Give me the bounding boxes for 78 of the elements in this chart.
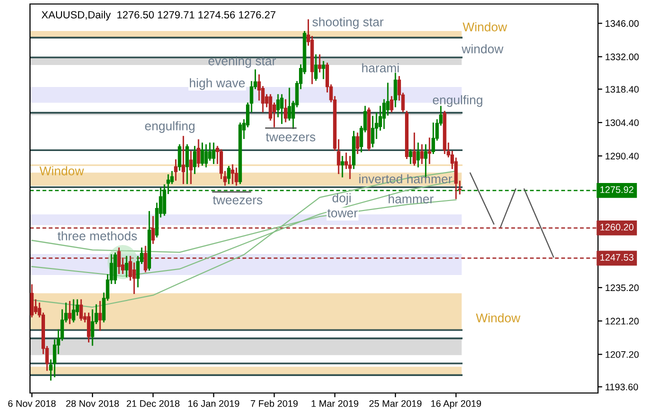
candlestick (79, 299, 83, 321)
candlestick (178, 144, 182, 171)
annotation: harami (362, 63, 399, 72)
candlestick (72, 299, 76, 322)
candlestick (420, 144, 424, 164)
y-tick-label: 1304.40 (606, 119, 639, 126)
candlestick (408, 149, 412, 164)
annotation: tweezers (266, 133, 316, 142)
y-tick-label: 1221.20 (606, 318, 639, 324)
x-tick-label: 7 Feb 2019 (250, 400, 298, 407)
x-tick-label: 25 Mar 2019 (369, 400, 422, 407)
candlestick (322, 61, 326, 80)
annotation: window (462, 44, 504, 54)
candlestick (280, 94, 284, 124)
y-tick-label: 1235.20 (606, 284, 639, 292)
candlestick (212, 142, 216, 164)
x-tick-label: 6 Nov 2018 (8, 400, 56, 407)
annotation: Window (476, 313, 520, 322)
candlestick (348, 156, 352, 180)
x-tick-label: 21 Dec 2018 (126, 400, 180, 407)
candlestick (117, 248, 121, 274)
candlestick (314, 54, 318, 81)
annotation: engulfing (432, 95, 482, 107)
candlestick (284, 99, 288, 122)
annotation: tower (327, 209, 358, 218)
y-tick-label: 1193.60 (606, 384, 638, 390)
y-tick-label: 1346.00 (606, 20, 639, 27)
candlestick (416, 142, 420, 168)
annotation: tweezers (212, 196, 262, 204)
candlestick (98, 300, 102, 331)
ref-line-label: 1275.92 (600, 186, 634, 193)
annotation: three methods (58, 231, 137, 240)
candlestick (68, 300, 72, 324)
y-tick-label: 1318.40 (606, 86, 639, 93)
candlestick (182, 136, 186, 184)
candlestick (86, 312, 90, 342)
candlestick (192, 146, 196, 174)
annotation: inverted hammer (359, 174, 452, 184)
x-tick-label: 28 Nov 2018 (66, 400, 119, 407)
candlestick (124, 256, 128, 278)
candlestick (412, 132, 416, 166)
candlestick (230, 164, 234, 184)
candlestick (288, 88, 292, 121)
candlestick (174, 159, 178, 181)
y-tick-label: 1290.40 (606, 152, 639, 160)
candlestick (151, 216, 155, 244)
annotation: hammer (388, 194, 434, 204)
y-tick-label: 1332.00 (606, 54, 639, 60)
candlestick (340, 156, 344, 178)
candlestick (204, 144, 208, 168)
y-tick-label: 1207.20 (606, 351, 639, 358)
annotation: shooting star (312, 17, 384, 29)
candlestick (318, 54, 322, 72)
candlestick (234, 168, 238, 186)
candlestick (227, 166, 231, 184)
x-tick-label: 16 Jan 2019 (188, 400, 240, 407)
annotation: high wave (190, 78, 245, 90)
annotation: engulfing (145, 121, 194, 133)
x-tick-label: 16 Apr 2019 (431, 400, 482, 409)
candlestick (185, 144, 189, 184)
candlestick (200, 142, 204, 166)
candlestick (208, 142, 212, 161)
annotation: Window (40, 166, 84, 176)
candlestick (370, 116, 374, 148)
text: XAUUSD,Daily 1276.50 1279.71 1274.56 1276.27 (42, 10, 276, 21)
x-tick-label: 1 Mar 2019 (312, 400, 358, 407)
ref-line-label: 1260.20 (600, 224, 634, 230)
candlestick (30, 284, 34, 318)
candlestick (394, 72, 398, 108)
candlestick (356, 132, 360, 154)
annotation: evening star (208, 56, 276, 68)
ref-line-label: 1247.53 (600, 254, 634, 261)
candlestick (428, 138, 432, 164)
candlestick (390, 96, 394, 112)
annotation: doji (332, 193, 351, 205)
annotation: Window (462, 22, 508, 32)
candlestick (432, 122, 436, 154)
candlestick (189, 150, 193, 184)
